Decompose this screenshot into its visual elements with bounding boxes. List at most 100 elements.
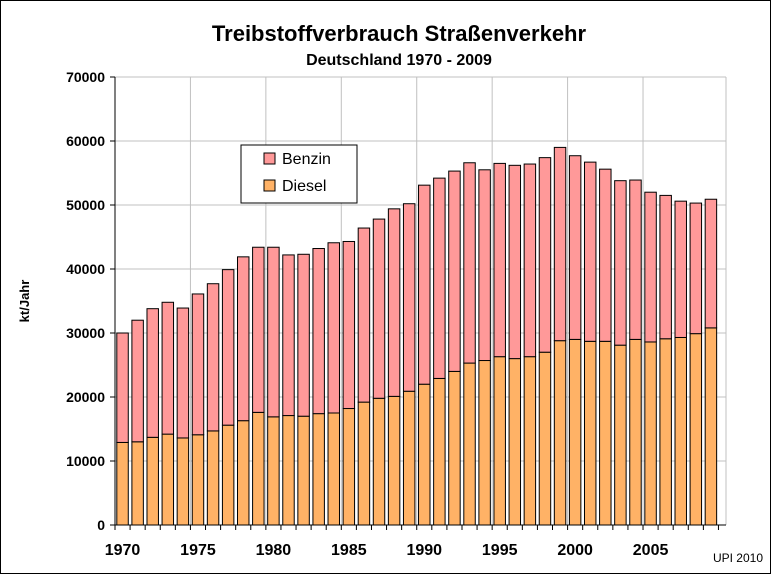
y-tick-label: 60000 [66,133,105,149]
bar-benzin-1976 [206,283,220,432]
x-tick-label: 1985 [331,542,367,559]
bar-diesel-1986 [357,401,371,526]
legend-label-benzin: Benzin [282,151,331,168]
bar-benzin-1985 [342,240,356,410]
bar-benzin-2001 [583,161,597,342]
bar-diesel-2001 [583,340,597,526]
bar-diesel-1982 [297,415,310,526]
legend-box [240,144,358,204]
bar-diesel-1989 [402,390,416,526]
bar-benzin-1989 [402,203,416,392]
y-tick-labels: 0 10000 20000 30000 40000 50000 60000 70000 [66,69,105,533]
bar-benzin-1975 [191,293,205,436]
chart-title: Treibstoffverbrauch Straßenverkehr [212,21,587,46]
bar-diesel-2002 [599,340,612,526]
x-tick-label: 1975 [180,542,216,559]
bar-benzin-2002 [599,168,612,342]
bar-diesel-1994 [478,360,491,526]
bar-diesel-2006 [659,338,672,526]
x-tick-label: 1970 [105,542,141,559]
bar-benzin-1990 [418,184,431,385]
x-tick-label: 1990 [406,542,442,559]
bar-diesel-1972 [146,436,159,526]
bar-benzin-2005 [644,191,657,343]
bar-benzin-1981 [282,254,295,417]
bar-diesel-1992 [448,370,461,526]
bar-benzin-1995 [493,162,506,358]
x-tick-label: 2000 [557,542,593,559]
y-tick-label: 0 [97,517,105,533]
bar-diesel-1985 [342,408,356,526]
bar-diesel-1978 [237,420,250,526]
bar-benzin-1998 [538,157,552,353]
legend: Benzin Diesel [240,144,358,204]
bar-diesel-2007 [674,336,687,526]
bar-diesel-1998 [538,351,552,526]
x-tick-label: 1995 [482,542,518,559]
bar-benzin-1988 [387,208,401,397]
y-tick-label: 30000 [66,325,105,341]
bar-diesel-1997 [523,356,537,526]
bar-diesel-2004 [629,338,642,526]
bar-benzin-1993 [463,162,476,364]
bar-benzin-2003 [614,180,627,346]
bar-benzin-1986 [357,227,371,403]
bar-benzin-1978 [237,256,250,422]
bar-benzin-1991 [433,177,446,379]
bar-benzin-1992 [448,170,461,372]
bar-benzin-1987 [372,218,386,399]
bar-benzin-1994 [478,169,491,362]
x-tick-label: 1980 [256,542,292,559]
bar-diesel-1991 [433,377,446,526]
bar-benzin-2006 [659,194,672,340]
bar-benzin-1980 [267,246,280,418]
bar-benzin-1997 [523,163,537,358]
x-tick-label: 2005 [633,542,669,559]
bar-diesel-1996 [508,358,522,526]
bar-diesel-2003 [614,344,627,526]
bar-benzin-1974 [176,307,190,439]
bar-diesel-1979 [252,411,265,526]
bar-benzin-2004 [629,179,642,340]
y-axis-label: kt/Jahr [17,280,32,323]
chart-subtitle: Deutschland 1970 - 2009 [306,52,492,69]
bar-diesel-1988 [387,395,401,526]
y-tick-label: 70000 [66,69,105,85]
legend-swatch-benzin [263,152,276,165]
bar-diesel-1971 [131,441,144,526]
bar-diesel-1974 [176,437,190,526]
bar-diesel-2009 [704,327,718,526]
bar-diesel-1981 [282,415,295,526]
credit-text: UPI 2010 [713,551,763,565]
bar-diesel-1980 [267,416,280,526]
bar-diesel-2000 [568,338,582,526]
bar-benzin-2008 [689,202,703,335]
y-tick-label: 20000 [66,389,105,405]
y-tick-label: 10000 [66,453,105,469]
bar-diesel-1983 [312,413,325,526]
bar-diesel-1973 [161,433,175,526]
axis-layer [110,76,726,530]
y-tick-label: 40000 [66,261,105,277]
bar-benzin-1982 [297,253,310,417]
bar-benzin-1996 [508,164,522,360]
bar-benzin-1984 [327,242,340,414]
legend-swatch-diesel [263,179,276,192]
y-tick-label: 50000 [66,197,105,213]
bar-diesel-1977 [221,424,235,526]
bar-benzin-1979 [252,246,265,413]
bar-benzin-2009 [704,198,718,329]
bar-diesel-1984 [327,412,340,526]
bar-benzin-1970 [116,332,129,443]
bar-benzin-1999 [553,146,567,342]
bar-benzin-2007 [674,200,687,338]
x-tick-labels: 1970 1975 1980 1985 1990 1995 2000 2005 [105,542,669,559]
bar-diesel-1975 [191,434,205,526]
bar-benzin-1971 [131,319,144,443]
bar-diesel-1995 [493,356,506,526]
bar-benzin-1983 [312,248,325,415]
bar-diesel-1999 [553,340,567,526]
bar-benzin-1972 [146,308,159,438]
